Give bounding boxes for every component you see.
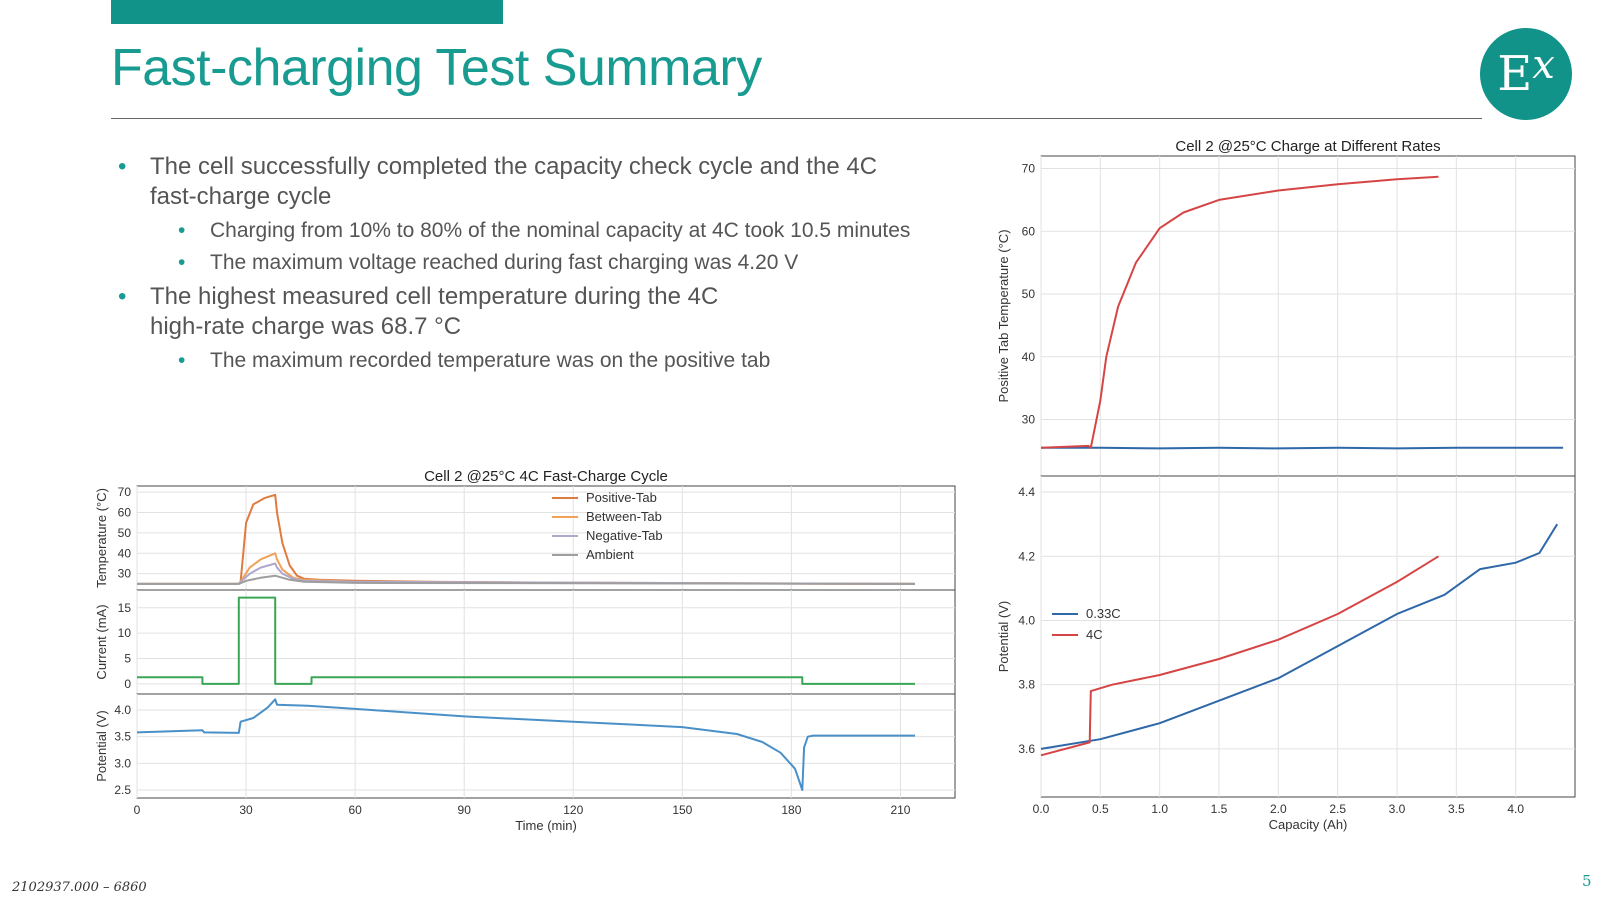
rates-panel-1-ytick: 4.0 bbox=[1018, 613, 1035, 627]
rates-legend-label: 4C bbox=[1086, 627, 1103, 642]
rates-xtick: 1.5 bbox=[1211, 802, 1228, 816]
fastcharge-panel-1-ytick: 0 bbox=[124, 677, 131, 691]
rates-xtick: 3.5 bbox=[1448, 802, 1465, 816]
rates-panel-0-frame bbox=[1040, 155, 1576, 477]
fastcharge-panel-1-ylabel: Current (mA) bbox=[94, 604, 109, 679]
fastcharge-title: Cell 2 @25°C 4C Fast-Charge Cycle bbox=[424, 468, 668, 485]
fastcharge-panel-2-ytick: 3.5 bbox=[114, 730, 131, 744]
rates-series-4c bbox=[1040, 175, 1439, 449]
rates-title: Cell 2 @25°C Charge at Different Rates bbox=[1175, 138, 1440, 155]
rates-series-4c bbox=[1040, 555, 1440, 757]
rates-xlabel: Capacity (Ah) bbox=[1269, 817, 1348, 832]
rates-panel-1-ytick: 3.6 bbox=[1018, 742, 1035, 756]
fastcharge-panel-0-ytick: 70 bbox=[118, 485, 132, 499]
bullet-1-1: Charging from 10% to 80% of the nominal … bbox=[178, 218, 918, 244]
fastcharge-legend-label: Ambient bbox=[586, 547, 634, 562]
fastcharge-series-potential bbox=[136, 698, 915, 791]
bullet-1-2: The maximum voltage reached during fast … bbox=[178, 250, 918, 276]
top-accent-bar bbox=[111, 0, 503, 24]
fastcharge-panel-2-ylabel: Potential (V) bbox=[94, 710, 109, 782]
rates-xtick: 2.0 bbox=[1270, 802, 1287, 816]
fastcharge-panel-0-ytick: 50 bbox=[118, 526, 132, 540]
fastcharge-xtick: 120 bbox=[563, 803, 583, 817]
fastcharge-xtick: 0 bbox=[134, 803, 141, 817]
rates-xtick: 2.5 bbox=[1329, 802, 1346, 816]
rates-panel-1-ytick: 4.4 bbox=[1018, 485, 1035, 499]
rates-xtick: 3.0 bbox=[1389, 802, 1406, 816]
rates-series-0-33c bbox=[1040, 523, 1559, 750]
rates-xtick: 1.0 bbox=[1151, 802, 1168, 816]
fastcharge-panel-1-ytick: 10 bbox=[118, 626, 132, 640]
fastcharge-xtick: 210 bbox=[890, 803, 910, 817]
page-number: 5 bbox=[1582, 872, 1592, 890]
rates-panel-0-ytick: 70 bbox=[1022, 162, 1036, 176]
rates-xtick: 0.5 bbox=[1092, 802, 1109, 816]
logo-letter: E bbox=[1497, 46, 1533, 102]
fastcharge-xtick: 150 bbox=[672, 803, 692, 817]
fastcharge-legend-label: Between-Tab bbox=[586, 509, 662, 524]
rates-panel-1-ylabel: Potential (V) bbox=[996, 601, 1011, 673]
rates-panel-1-ytick: 4.2 bbox=[1018, 549, 1035, 563]
fastcharge-panel-0-frame bbox=[136, 485, 956, 591]
rates-panel-0-ytick: 60 bbox=[1022, 224, 1036, 238]
fastcharge-series-ambient bbox=[137, 574, 916, 585]
fastcharge-panel-1-frame bbox=[136, 589, 956, 695]
rates-panel-0-ylabel: Positive Tab Temperature (°C) bbox=[996, 229, 1011, 402]
fastcharge-panel-1-ytick: 15 bbox=[118, 601, 132, 615]
fastcharge-xlabel: Time (min) bbox=[515, 818, 577, 833]
document-id: 2102937.000 – 6860 bbox=[12, 880, 147, 895]
logo-superscript: x bbox=[1532, 42, 1555, 88]
rates-panel-1-frame bbox=[1040, 475, 1576, 798]
fastcharge-legend-label: Negative-Tab bbox=[586, 528, 663, 543]
exponent-logo: Ex bbox=[1480, 28, 1572, 120]
rates-panel-1-ytick: 3.8 bbox=[1018, 678, 1035, 692]
fastcharge-xtick: 60 bbox=[348, 803, 362, 817]
fastcharge-panel-2-frame bbox=[136, 693, 956, 799]
fastcharge-panel-0-ytick: 60 bbox=[118, 506, 132, 520]
fastcharge-panel-1-ytick: 5 bbox=[124, 651, 131, 665]
fastcharge-panel-2-ytick: 3.0 bbox=[114, 756, 131, 770]
fastcharge-xtick: 30 bbox=[239, 803, 253, 817]
fastcharge-xtick: 90 bbox=[458, 803, 472, 817]
fastcharge-panel-2-ytick: 2.5 bbox=[114, 783, 131, 797]
page-title: Fast-charging Test Summary bbox=[111, 39, 762, 97]
rates-xtick: 4.0 bbox=[1507, 802, 1524, 816]
rates-series-0-33c bbox=[1041, 446, 1564, 450]
rates-legend-label: 0.33C bbox=[1086, 606, 1121, 621]
fastcharge-panel-0-ylabel: Temperature (°C) bbox=[94, 488, 109, 588]
fastcharge-xtick: 180 bbox=[781, 803, 801, 817]
fastcharge-series-current bbox=[137, 596, 915, 685]
fastcharge-series-negative-tab bbox=[137, 562, 916, 585]
title-divider bbox=[111, 118, 1482, 119]
rates-panel-0-ytick: 40 bbox=[1022, 350, 1036, 364]
fastcharge-legend-label: Positive-Tab bbox=[586, 490, 657, 505]
fastcharge-panel-0-ytick: 30 bbox=[118, 567, 132, 581]
bullet-1: The cell successfully completed the capa… bbox=[118, 152, 918, 212]
rates-panel-0-ytick: 50 bbox=[1022, 287, 1036, 301]
fastcharge-panel-0-ytick: 40 bbox=[118, 546, 132, 560]
rates-xtick: 0.0 bbox=[1033, 802, 1050, 816]
bullet-2-1: The maximum recorded temperature was on … bbox=[178, 348, 918, 374]
fastcharge-panel-2-ytick: 4.0 bbox=[114, 703, 131, 717]
bullet-2: The highest measured cell temperature du… bbox=[118, 282, 770, 342]
rates-panel-0-ytick: 30 bbox=[1022, 413, 1036, 427]
summary-bullets: The cell successfully completed the capa… bbox=[118, 152, 918, 380]
